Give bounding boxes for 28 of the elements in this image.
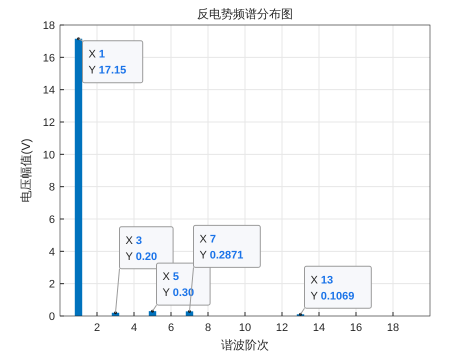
annotation: X 1 Y 17.15	[88, 48, 126, 77]
annotation: X 5 Y 0.30	[162, 271, 194, 300]
bar	[74, 38, 82, 316]
y-tick-label: 0	[48, 311, 55, 323]
x-tick-label: 8	[204, 322, 212, 334]
x-tick-label: 2	[94, 322, 100, 334]
y-tick-label: 10	[42, 149, 55, 162]
x-tick-label: 18	[386, 322, 400, 334]
y-tick-label: 14	[42, 84, 55, 97]
y-tick-label: 16	[42, 52, 55, 64]
x-tick-label: 10	[238, 322, 252, 334]
x-tick-label: 6	[168, 322, 174, 334]
x-tick-label: 14	[312, 322, 326, 334]
x-tick-label: 12	[276, 322, 288, 334]
y-tick-label: 4	[48, 246, 55, 258]
x-tick-label: 4	[130, 322, 138, 334]
annotation: X 13 Y 0.1069	[310, 274, 354, 302]
y-tick-label: 8	[48, 182, 55, 194]
annotation: X 7 Y 0.2871	[200, 233, 244, 262]
x-axis-title: 谐波阶次	[221, 338, 269, 352]
y-tick-label: 12	[42, 117, 55, 129]
annotation: X 3 Y 0.20	[126, 234, 158, 263]
y-axis-title: 电压幅值(V)	[19, 138, 33, 202]
y-tick-label: 18	[42, 20, 55, 32]
y-tick-label: 2	[48, 278, 55, 291]
chart-title: 反电势频谱分布图	[197, 7, 293, 21]
x-tick-label: 16	[350, 322, 362, 334]
y-tick-label: 6	[48, 214, 55, 226]
